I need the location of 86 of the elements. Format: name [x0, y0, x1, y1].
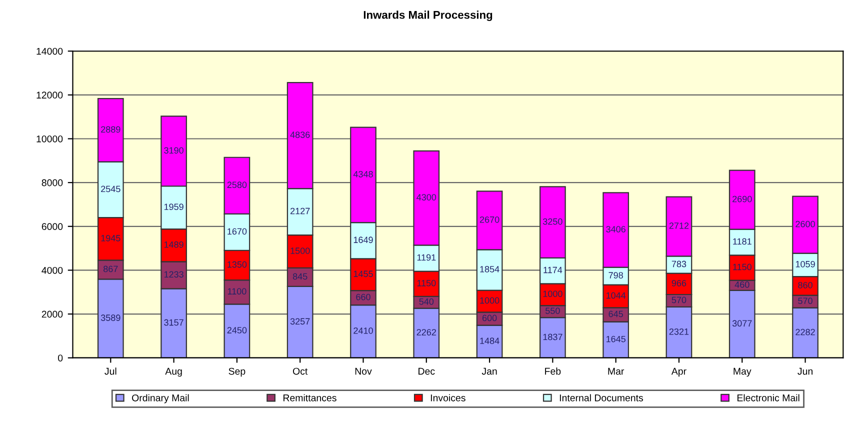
y-tick-label: 2000 — [42, 310, 63, 318]
x-tick-label: Feb — [545, 368, 561, 375]
data-label: 4348 — [353, 170, 373, 178]
legend-label: Internal Documents — [560, 394, 644, 402]
data-label: 4836 — [290, 132, 310, 138]
data-label: 2282 — [796, 328, 815, 336]
data-label: 1837 — [543, 334, 562, 340]
data-label: 1181 — [733, 238, 752, 245]
data-label: 1191 — [417, 254, 436, 261]
data-label: 1500 — [290, 248, 310, 254]
x-tick-label: Sep — [228, 368, 246, 377]
data-label: 660 — [356, 294, 370, 300]
data-label: 2690 — [732, 196, 752, 202]
x-tick-label: Mar — [608, 368, 624, 375]
data-label: 645 — [608, 310, 623, 318]
x-tick-label: Aug — [165, 368, 182, 377]
y-tick-label: 4000 — [42, 266, 63, 274]
data-label: 1059 — [796, 260, 815, 268]
data-label: 1945 — [101, 234, 120, 242]
data-label: 1854 — [480, 266, 500, 272]
data-label: 1455 — [354, 270, 373, 278]
data-label: 2450 — [227, 327, 247, 334]
data-label: 540 — [419, 298, 434, 305]
data-label: 1150 — [417, 280, 436, 286]
data-label: 1174 — [544, 266, 562, 274]
data-label: 1350 — [228, 261, 247, 268]
data-label: 1484 — [480, 338, 500, 344]
data-label: 2712 — [669, 222, 689, 229]
data-label: 570 — [672, 296, 686, 304]
data-label: 1959 — [164, 204, 184, 210]
data-label: 860 — [798, 282, 812, 288]
y-tick-label: 6000 — [42, 223, 63, 230]
data-label: 2670 — [480, 216, 500, 223]
data-label: 3250 — [542, 218, 562, 225]
x-tick-label: May — [734, 368, 752, 377]
data-label: 1670 — [228, 228, 247, 235]
x-tick-label: Oct — [292, 368, 308, 375]
data-label: 600 — [482, 314, 497, 322]
y-tick-label: 14000 — [36, 48, 63, 55]
data-label: 1649 — [354, 236, 373, 244]
data-label: 3157 — [164, 319, 184, 326]
x-tick-label: Jun — [798, 368, 812, 375]
data-label: 550 — [546, 308, 560, 314]
data-label: 1000 — [543, 290, 562, 298]
data-label: 1645 — [606, 336, 626, 342]
data-label: 1489 — [164, 241, 184, 248]
data-label: 2321 — [669, 328, 689, 335]
data-label: 2580 — [227, 182, 247, 188]
legend-label: Remittances — [284, 394, 336, 402]
x-tick-label: Jul — [104, 368, 116, 375]
y-tick-label: 0 — [58, 354, 63, 362]
data-label: 4300 — [416, 194, 436, 200]
chart-title: Inwards Mail Processing — [364, 10, 492, 22]
data-label: 2410 — [354, 327, 373, 334]
data-label: 2127 — [290, 208, 310, 214]
data-label: 845 — [292, 273, 308, 280]
legend-label: Invoices — [430, 394, 466, 402]
legend-label: Ordinary Mail — [132, 394, 189, 404]
y-tick-label: 12000 — [36, 92, 63, 99]
data-label: 570 — [798, 298, 812, 304]
data-label: 1150 — [733, 264, 752, 270]
data-label: 3077 — [732, 320, 752, 327]
x-tick-label: Jan — [482, 368, 497, 375]
data-label: 1000 — [480, 297, 500, 304]
data-label: 1044 — [606, 292, 626, 299]
data-label: 867 — [104, 266, 118, 272]
data-label: 783 — [672, 260, 686, 268]
data-label: 1233 — [164, 271, 184, 278]
data-label: 2600 — [796, 220, 815, 228]
data-label: 798 — [608, 272, 623, 278]
y-tick-label: 8000 — [42, 179, 63, 186]
data-label: 3589 — [100, 314, 120, 321]
x-tick-label: Dec — [418, 368, 435, 375]
data-label: 3406 — [606, 226, 626, 232]
data-label: 1100 — [228, 288, 246, 295]
legend-label: Electronic Mail — [737, 394, 800, 402]
x-tick-label: Nov — [355, 368, 372, 375]
data-label: 2262 — [416, 329, 436, 336]
data-label: 966 — [672, 280, 686, 286]
y-tick-label: 10000 — [36, 135, 63, 142]
data-label: 3257 — [290, 318, 310, 325]
data-label: 2889 — [101, 126, 120, 133]
data-label: 460 — [734, 281, 750, 288]
data-label: 3190 — [164, 147, 184, 154]
data-label: 2545 — [101, 186, 120, 192]
x-tick-label: Apr — [671, 368, 686, 377]
